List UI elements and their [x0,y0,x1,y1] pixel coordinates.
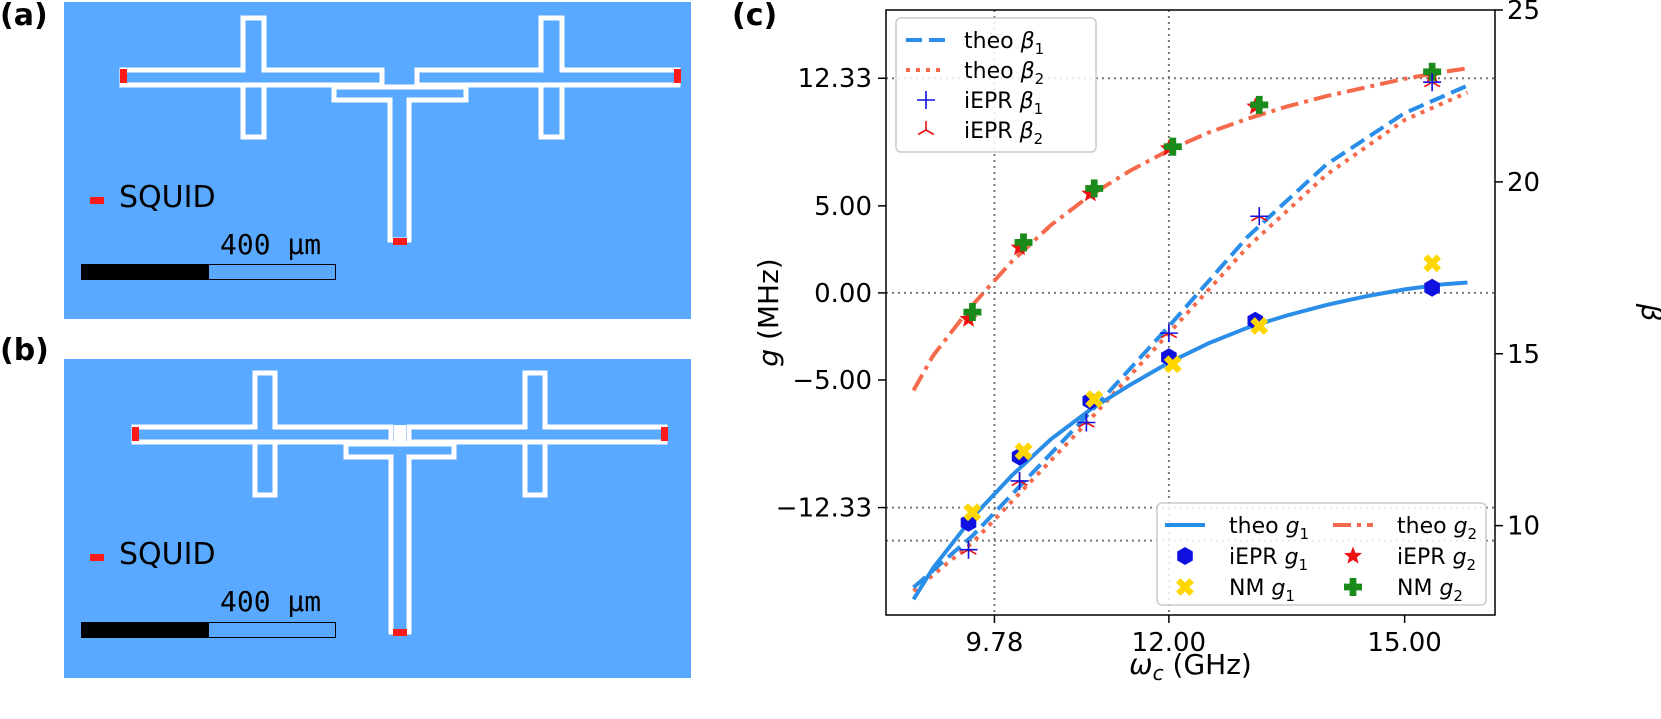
legend-g-label: theo g2 [1397,514,1477,543]
scale-bar [81,622,336,638]
y-right-tick-label: 10 [1507,512,1540,542]
data-point-bar [1428,62,1436,81]
chart-c: 9.78 12.00 15.00 12.33 5.00 0.00 −5.00 −12.33 10… [752,0,1661,685]
x-tick-label: 9.78 [965,628,1023,658]
data-point [1014,442,1033,461]
scale-bar-fill [82,265,209,279]
data-point [1010,471,1029,490]
legend-beta-label: theo β2 [964,59,1044,88]
squid-legend-label: SQUID [119,180,216,215]
legend-beta-box [895,17,1097,153]
scale-bar-fill [82,623,209,637]
data-point [1163,137,1182,156]
y-left-tick-label: −12.33 [776,494,872,524]
device-b: SQUID 400 μm [64,359,691,678]
data-point-bar [1423,254,1442,273]
legend-g-swatch [1177,547,1193,565]
legend-g-label: iEPR g1 [1229,545,1308,574]
device-b-layout [131,370,668,635]
legend-g-swatch-bar [1176,578,1194,596]
scale-bar-label: 400 μm [220,228,322,261]
data-point [963,303,982,322]
data-point [1159,324,1178,343]
legend-beta-label: iEPR β1 [964,89,1043,118]
data-point-bar [1020,233,1027,252]
legend-beta-swatch [917,121,935,136]
x-axis-label: ωc (GHz) [1129,648,1252,685]
squid-junction-right [674,69,681,83]
y-left-tick-label: 12.33 [798,64,872,94]
data-point [1077,413,1096,432]
y-right-tick-label: 15 [1507,340,1540,370]
squid-junction-bottom [393,238,407,245]
data-point [1423,62,1442,81]
data-point-bar [1085,390,1104,409]
data-point [1423,73,1442,92]
data-point [1250,95,1269,114]
data-point-bar [1250,317,1269,335]
scale-bar-label: 400 μm [220,585,322,618]
squid-legend-swatch [90,197,104,204]
series-line [911,66,1468,392]
data-point [1081,184,1100,202]
data-point [1010,238,1029,256]
x-tick-label: 15.00 [1367,628,1441,658]
legend-g-box [1156,502,1487,606]
squid-junction-left [120,69,127,83]
data-point-bar [1169,137,1177,156]
panel-label-b: (b) [0,333,49,368]
panel-label-c: (c) [732,0,778,33]
series-line [911,280,1468,601]
data-point [959,540,978,559]
legend-g-label: theo g1 [1229,514,1309,543]
data-point-bar [1090,179,1098,198]
data-point [1085,390,1104,409]
legend-g-label: NM g2 [1397,576,1463,605]
y-left-tick-label: 5.00 [814,192,872,222]
data-point [1423,254,1442,273]
data-point [1163,355,1182,374]
y-right-axis-label: β [1635,303,1661,322]
data-point [1424,278,1440,297]
data-point-bar [969,303,976,322]
data-point-bar [1255,95,1263,114]
y-left-tick-label: 0.00 [814,279,872,309]
data-point [963,503,982,522]
data-point [1085,179,1104,198]
squid-legend-swatch [90,554,104,561]
squid-junction-right [661,427,668,441]
y-right-tick-label: 20 [1507,168,1540,198]
legend-g-swatch [1344,546,1362,564]
data-point [960,513,977,532]
data-point [1250,207,1269,226]
x-tick-label: 12.00 [1132,628,1206,658]
legend-g-label: iEPR g2 [1397,545,1476,574]
y-left-tick-label: −5.00 [792,366,872,396]
squid-junction-left [132,427,139,441]
legend-g-label: NM g1 [1229,576,1295,605]
panel-label-a: (a) [0,0,48,33]
squid-junction-bottom [393,629,407,636]
series-line [912,83,1469,590]
data-point [1250,317,1269,335]
data-point-bar [1014,442,1033,461]
legend-beta-label: theo β1 [964,29,1044,58]
y-right-tick-label: 25 [1507,0,1540,26]
legend-beta-swatch [917,91,935,109]
device-a-layout [119,15,681,243]
data-point [959,309,978,327]
legend-g-swatch [1344,578,1362,596]
legend-g-swatch [1176,578,1194,596]
data-point [1014,233,1033,252]
data-point-bar [963,503,982,522]
legend-g-swatch-bar [1349,578,1357,596]
scale-bar [81,264,336,280]
device-a: SQUID 400 μm [64,2,691,319]
y-left-axis-label: g (MHz) [752,258,785,366]
plot-frame [885,9,1496,616]
legend-beta-label: iEPR β2 [964,119,1043,148]
squid-legend-label: SQUID [119,537,216,572]
data-point-bar [1163,355,1182,374]
